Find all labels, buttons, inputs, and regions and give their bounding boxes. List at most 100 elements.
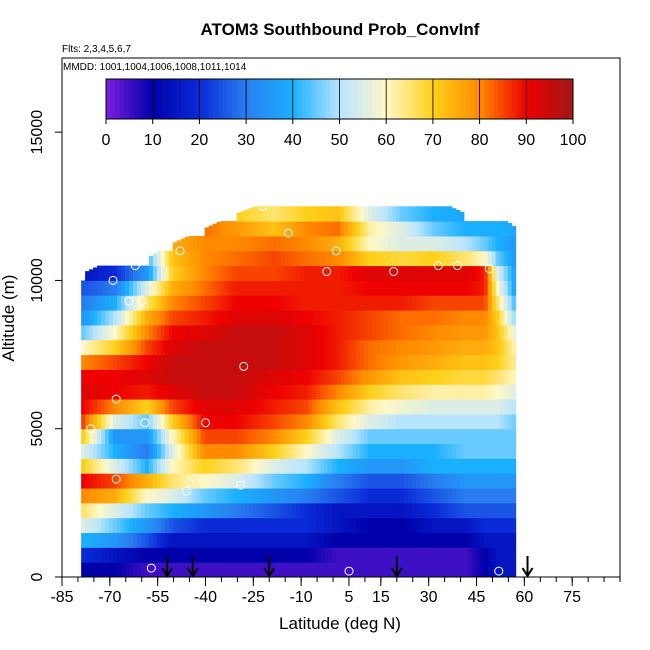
heat-cell	[308, 280, 313, 296]
heat-cell	[483, 280, 489, 296]
heat-cell	[455, 369, 461, 385]
heat-cell	[451, 428, 457, 445]
heat-cell	[176, 517, 182, 534]
heat-cell	[168, 339, 174, 356]
heat-cell	[316, 532, 321, 548]
heat-cell	[148, 517, 154, 534]
heat-cell	[144, 413, 150, 430]
heat-cell	[216, 473, 222, 489]
heat-cell	[455, 473, 461, 489]
heat-cell	[348, 517, 353, 534]
heat-cell	[380, 517, 385, 534]
heat-cell	[93, 354, 98, 370]
heat-cell	[503, 517, 509, 534]
colorbar-segment	[255, 79, 261, 119]
heat-cell	[109, 517, 114, 534]
heat-cell	[499, 310, 505, 326]
heat-cell	[296, 547, 301, 563]
heat-cell	[168, 488, 174, 504]
heat-cell	[380, 310, 385, 326]
heat-cell	[208, 399, 214, 415]
heat-cell	[105, 443, 110, 459]
heat-cell	[292, 547, 297, 563]
heat-cell	[352, 502, 357, 519]
heat-cell	[423, 488, 429, 504]
heat-cell	[212, 250, 218, 267]
heat-cell	[407, 562, 413, 578]
heat-cell	[403, 235, 409, 252]
heat-cell	[499, 235, 505, 252]
colorbar-segment	[278, 79, 284, 119]
heat-cell	[97, 339, 102, 356]
heat-cell	[396, 502, 401, 519]
heat-cell	[124, 280, 130, 296]
heat-cell	[495, 354, 501, 370]
heat-cell	[244, 458, 250, 474]
heat-cell	[168, 473, 174, 489]
heat-cell	[471, 310, 477, 326]
heat-cell	[376, 235, 381, 252]
heat-cell	[348, 458, 353, 474]
heat-cell	[427, 280, 433, 296]
heat-cell	[368, 547, 373, 563]
heat-cell	[308, 369, 313, 385]
heat-cell	[403, 399, 409, 415]
heat-cell	[292, 310, 297, 326]
profile-arrow-head	[521, 567, 534, 578]
heat-cell	[483, 428, 489, 445]
heat-cell	[93, 458, 98, 474]
heat-cell	[451, 413, 457, 430]
heat-cell	[117, 354, 122, 370]
heat-cell	[284, 458, 289, 474]
heat-cell	[160, 473, 166, 489]
heat-cell	[352, 547, 357, 563]
heat-cell	[392, 354, 397, 370]
heat-cell	[451, 354, 457, 370]
heat-cell	[392, 517, 397, 534]
heat-cell	[419, 413, 425, 430]
heat-cell	[376, 443, 381, 459]
heat-cell	[156, 562, 162, 578]
heat-cell	[81, 562, 86, 578]
observation-point	[146, 563, 156, 573]
heat-cell	[188, 413, 194, 430]
heat-cell	[463, 280, 469, 296]
heat-cell	[93, 562, 98, 578]
heat-cell	[93, 280, 98, 296]
plot-frame	[61, 57, 621, 578]
heat-cell	[328, 324, 333, 341]
heat-cell	[368, 295, 373, 311]
heat-cell	[152, 547, 158, 563]
heat-cell	[132, 339, 138, 356]
heat-cell	[176, 532, 182, 548]
heat-cell	[411, 354, 417, 370]
heat-cell	[156, 265, 162, 281]
heat-cell	[324, 339, 329, 356]
heat-cell	[304, 339, 309, 356]
heat-cell	[320, 369, 325, 385]
heat-cell	[176, 265, 182, 281]
heat-cell	[268, 235, 274, 252]
heat-cell	[132, 532, 138, 548]
colorbar-segment	[166, 79, 172, 119]
heat-cell	[176, 562, 182, 578]
heat-cell	[376, 250, 381, 267]
heat-cell	[415, 532, 421, 548]
heat-cell	[216, 413, 222, 430]
heat-cell	[443, 562, 449, 578]
heat-cell	[168, 310, 174, 326]
heat-cell	[228, 517, 234, 534]
x-tick-label: 45	[468, 589, 486, 606]
heat-cell	[244, 399, 250, 415]
heat-cell	[344, 221, 349, 237]
heat-cell	[308, 517, 313, 534]
heat-cell	[97, 369, 102, 385]
heat-cell	[427, 310, 433, 326]
colorbar-segment	[535, 79, 541, 119]
heat-cell	[491, 562, 497, 578]
heat-cell	[93, 295, 98, 311]
heat-cell	[324, 280, 329, 296]
heat-cell	[113, 413, 118, 430]
heat-cell	[204, 413, 210, 430]
heat-cell	[451, 235, 457, 252]
